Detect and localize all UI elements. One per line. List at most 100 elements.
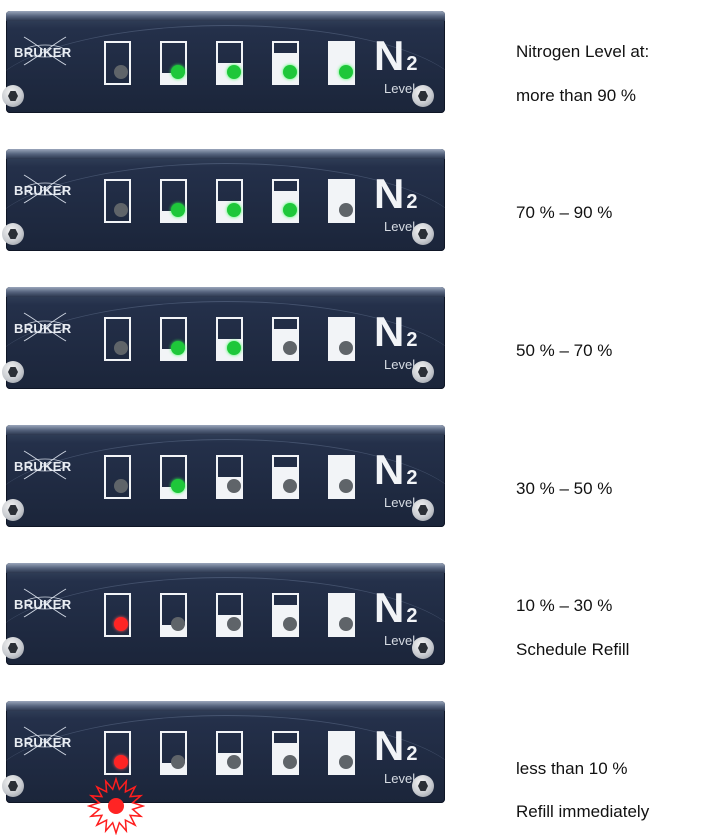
level-gauge bbox=[272, 41, 299, 85]
status-led bbox=[339, 341, 353, 355]
panel-top-edge bbox=[6, 563, 445, 573]
level-description: 70 % – 90 % bbox=[516, 203, 613, 222]
level-gauge bbox=[160, 41, 187, 85]
level-description: 30 % – 50 % bbox=[516, 479, 613, 498]
panel-face: BRUKER N 2 Level bbox=[6, 563, 445, 665]
level-panel: BRUKER N 2 Level bbox=[2, 145, 445, 269]
panel-top-edge bbox=[6, 149, 445, 159]
level-description: 10 % – 30 % bbox=[516, 596, 613, 615]
bruker-logo: BRUKER bbox=[14, 597, 72, 612]
level-gauge bbox=[272, 179, 299, 223]
status-led bbox=[339, 755, 353, 769]
panel-top-edge bbox=[6, 701, 445, 711]
panel-curve bbox=[6, 301, 445, 389]
panel-curve bbox=[6, 25, 445, 113]
level-gauge bbox=[272, 731, 299, 775]
level-gauge bbox=[216, 317, 243, 361]
level-description: Schedule Refill bbox=[516, 640, 630, 659]
status-led bbox=[283, 65, 297, 79]
screw-left bbox=[2, 223, 24, 245]
level-label: Level bbox=[384, 771, 416, 786]
screw-right bbox=[412, 85, 434, 107]
status-led bbox=[227, 203, 241, 217]
status-led bbox=[339, 65, 353, 79]
status-led bbox=[227, 617, 241, 631]
n2-symbol-subscript: 2 bbox=[406, 53, 418, 75]
status-led bbox=[283, 479, 297, 493]
n2-symbol-letter: N bbox=[374, 308, 405, 355]
status-led bbox=[283, 203, 297, 217]
logo-swirl-icon bbox=[23, 36, 67, 66]
screw-right bbox=[412, 361, 434, 383]
level-gauge bbox=[216, 179, 243, 223]
level-gauge bbox=[328, 731, 355, 775]
level-panel: BRUKER N 2 Level bbox=[2, 697, 445, 821]
panel-curve bbox=[6, 163, 445, 251]
panel-top-edge bbox=[6, 11, 445, 21]
status-led bbox=[283, 617, 297, 631]
level-gauge bbox=[160, 455, 187, 499]
level-label: Level bbox=[384, 633, 416, 648]
panel-curve bbox=[6, 715, 445, 803]
level-gauge bbox=[272, 317, 299, 361]
level-gauge bbox=[160, 317, 187, 361]
bruker-logo: BRUKER bbox=[14, 735, 72, 750]
status-led bbox=[339, 203, 353, 217]
level-gauge bbox=[104, 41, 131, 85]
level-label: Level bbox=[384, 357, 416, 372]
status-led bbox=[171, 479, 185, 493]
level-gauge bbox=[216, 593, 243, 637]
level-gauge bbox=[328, 593, 355, 637]
level-description: more than 90 % bbox=[516, 86, 637, 105]
screw-right bbox=[412, 775, 434, 797]
n2-symbol-subscript: 2 bbox=[406, 467, 418, 489]
n2-symbol-letter: N bbox=[374, 446, 405, 493]
status-led bbox=[114, 203, 128, 217]
bruker-logo: BRUKER bbox=[14, 183, 72, 198]
level-gauge bbox=[216, 41, 243, 85]
level-gauge bbox=[328, 179, 355, 223]
status-led bbox=[227, 755, 241, 769]
level-panel: BRUKER N 2 Level bbox=[2, 7, 445, 131]
status-led bbox=[171, 341, 185, 355]
screw-right bbox=[412, 223, 434, 245]
panel-top-edge bbox=[6, 287, 445, 297]
panel-face: BRUKER N 2 Level bbox=[6, 425, 445, 527]
screw-left bbox=[2, 85, 24, 107]
level-gauge bbox=[104, 593, 131, 637]
level-gauge bbox=[216, 455, 243, 499]
level-gauge bbox=[328, 41, 355, 85]
level-panel: BRUKER N 2 Level bbox=[2, 559, 445, 683]
level-panel: BRUKER N 2 Level bbox=[2, 421, 445, 545]
level-description: Refill immediately bbox=[516, 802, 650, 821]
level-gauge bbox=[216, 731, 243, 775]
level-gauge bbox=[160, 593, 187, 637]
n2-symbol-subscript: 2 bbox=[406, 605, 418, 627]
status-led bbox=[114, 479, 128, 493]
bruker-logo: BRUKER bbox=[14, 459, 72, 474]
screw-left bbox=[2, 499, 24, 521]
bruker-logo: BRUKER bbox=[14, 45, 72, 60]
level-label: Level bbox=[384, 81, 416, 96]
n2-symbol-letter: N bbox=[374, 584, 405, 631]
level-panel: BRUKER N 2 Level bbox=[2, 283, 445, 407]
status-led bbox=[114, 341, 128, 355]
n2-symbol-subscript: 2 bbox=[406, 743, 418, 765]
level-gauge bbox=[104, 731, 131, 775]
level-label: Level bbox=[384, 219, 416, 234]
n2-symbol-subscript: 2 bbox=[406, 329, 418, 351]
status-led bbox=[171, 617, 185, 631]
n2-symbol-subscript: 2 bbox=[406, 191, 418, 213]
panel-face: BRUKER N 2 Level bbox=[6, 287, 445, 389]
status-led bbox=[114, 65, 128, 79]
status-led bbox=[114, 617, 128, 631]
level-gauge bbox=[328, 317, 355, 361]
status-led bbox=[114, 755, 128, 769]
alarm-burst-icon bbox=[87, 777, 145, 835]
status-led bbox=[339, 617, 353, 631]
